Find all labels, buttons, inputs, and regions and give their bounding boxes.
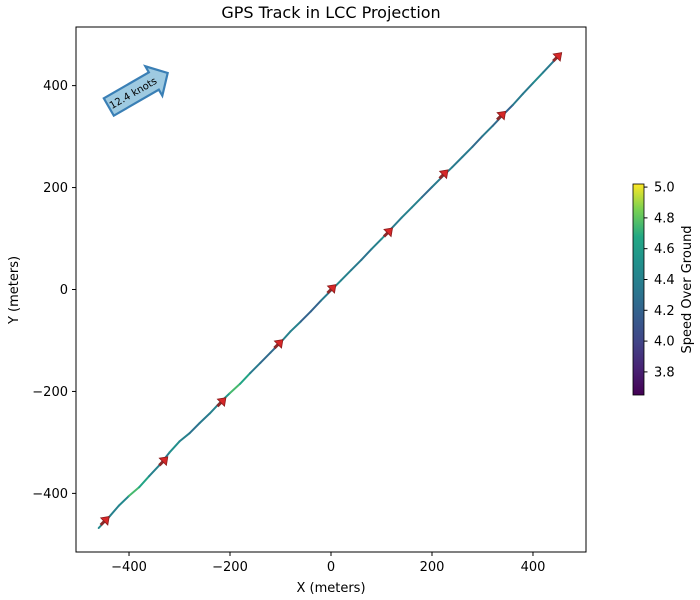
x-tick-label: 400 (521, 560, 546, 575)
y-tick-label: 200 (43, 181, 68, 196)
heading-arrow-head (552, 52, 563, 62)
y-axis-label: Y (meters) (7, 256, 22, 325)
track-segment (198, 412, 211, 424)
heading-arrow-head (383, 227, 393, 238)
track-segment (471, 135, 484, 148)
heading-arrow (496, 110, 507, 121)
heading-arrow (99, 516, 110, 527)
heading-arrow-head (273, 339, 284, 349)
speed-annotation: 12.4 knots (102, 64, 169, 118)
colorbar-tick-label: 3.8 (654, 365, 675, 380)
track-segment (370, 238, 383, 251)
x-tick-label: 0 (327, 560, 335, 575)
track-segment (168, 440, 181, 454)
speed-annotation-box (102, 64, 169, 118)
track-segment (521, 82, 534, 95)
track-segment (259, 351, 272, 364)
x-tick-label: −400 (111, 560, 147, 575)
track-segment (390, 216, 403, 230)
track-segment (309, 299, 322, 313)
colorbar-frame (632, 183, 645, 396)
track-segment (239, 372, 252, 385)
colorbar: 3.8 4.0 4.2 4.4 4.6 4.8 5.0 Speed Over Ground (632, 181, 695, 396)
track-segment (360, 248, 373, 261)
heading-arrows (99, 52, 563, 527)
colorbar-label: Speed Over Ground (680, 225, 695, 353)
y-tick-label: 0 (60, 283, 68, 298)
colorbar-tick-label: 4.0 (654, 335, 675, 350)
chart-title: GPS Track in LCC Projection (221, 3, 440, 22)
heading-arrow (552, 52, 563, 63)
speed-annotation-arrow: 12.4 knots (102, 64, 169, 118)
track-segment (481, 124, 494, 138)
colorbar-tick-label: 5.0 (654, 181, 675, 196)
track-segment (410, 196, 423, 209)
track-segment (420, 186, 433, 199)
x-axis-ticks: −400 −200 0 200 400 (111, 552, 545, 575)
x-axis-label: X (meters) (296, 581, 365, 596)
x-tick-label: 200 (420, 560, 445, 575)
track-segment (148, 464, 161, 478)
track-segment (188, 422, 201, 435)
x-tick-label: −200 (212, 560, 248, 575)
heading-arrow-head (216, 397, 227, 408)
heading-arrow-head (158, 456, 169, 467)
heading-arrow (438, 169, 449, 180)
heading-arrow-head (326, 284, 337, 294)
colorbar-tick-label: 4.6 (654, 242, 675, 257)
heading-arrow-head (496, 110, 507, 121)
heading-arrow (326, 284, 337, 295)
y-tick-label: 400 (43, 79, 68, 94)
track-segment (350, 258, 363, 272)
y-tick-label: −400 (32, 487, 68, 502)
y-tick-label: −200 (32, 385, 68, 400)
heading-arrow (158, 456, 169, 467)
track-segment (461, 145, 474, 158)
track-segment (289, 320, 302, 333)
track-segment (117, 494, 130, 507)
heading-arrow (216, 397, 227, 408)
track-segment (107, 504, 120, 519)
heading-arrow-head (99, 516, 110, 526)
track-segment (249, 361, 262, 375)
track-segment (542, 60, 555, 74)
track-segment (511, 92, 524, 106)
colorbar-tick-label: 4.4 (654, 273, 675, 288)
track-segment (299, 310, 312, 323)
y-axis-ticks: −400 −200 0 200 400 (32, 79, 76, 502)
heading-arrow-head (438, 169, 449, 180)
colorbar-gradient (633, 184, 644, 395)
colorbar-tick-label: 4.8 (654, 211, 675, 226)
track-segment (400, 206, 413, 219)
track-segment (128, 486, 141, 497)
track-segment (178, 432, 191, 443)
track-segment (138, 475, 151, 489)
track-segment (340, 269, 353, 282)
colorbar-tick-label: 4.2 (654, 304, 675, 319)
heading-arrow (273, 339, 284, 350)
track-segment (451, 156, 464, 169)
track-segment (532, 71, 545, 85)
track-segment (229, 382, 242, 394)
heading-arrow (382, 227, 393, 238)
